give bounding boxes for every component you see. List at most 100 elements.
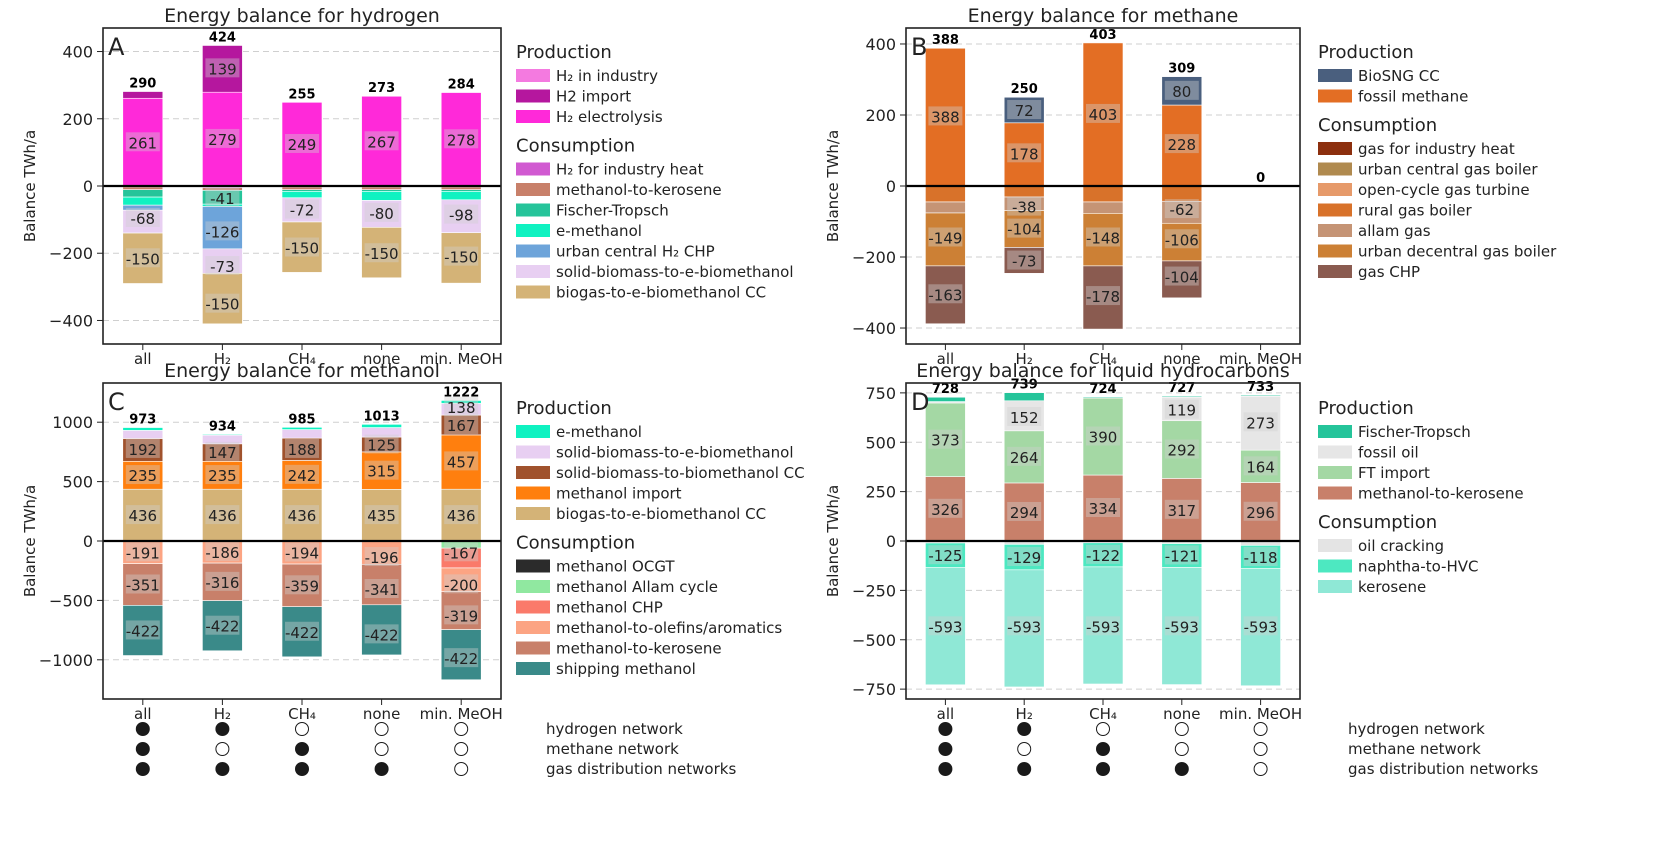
x-tick-label: none [1163, 705, 1200, 723]
legend-heading-production: Production [1318, 398, 1414, 419]
y-tick-label: 500 [865, 433, 896, 452]
legend-swatch [1318, 425, 1352, 438]
legend-swatch [516, 507, 550, 520]
legend-item: solid-biomass-to-biomethanol CC [556, 464, 805, 482]
legend-item: H₂ in industry [556, 67, 658, 85]
value-label: -359 [285, 577, 319, 595]
legend-swatch [516, 600, 550, 614]
value-label: 403 [1089, 106, 1118, 124]
value-label-box [1007, 100, 1042, 120]
bar-segment [361, 191, 402, 201]
value-label: 436 [128, 507, 157, 525]
bar-segment [281, 101, 323, 187]
legend-swatch [1318, 183, 1352, 196]
x-tick-label: CH₄ [288, 705, 316, 723]
legend-item: allam gas [1358, 222, 1431, 240]
value-label: 436 [208, 507, 237, 525]
value-label-box [125, 505, 160, 525]
value-label: 72 [1015, 102, 1034, 120]
value-label: 388 [931, 108, 960, 126]
bar-segment [1161, 420, 1203, 479]
bar-segment [1161, 478, 1203, 542]
value-label: 125 [367, 437, 396, 455]
legend-swatch [516, 559, 550, 573]
value-label-box [125, 574, 160, 594]
value-label-box [1243, 616, 1278, 636]
legend-item: solid-biomass-to-e-biomethanol [556, 444, 794, 462]
legend-swatch [516, 244, 550, 258]
legend-swatch [516, 425, 550, 438]
legend: Production e-methanol solid-biomass-to-e-b… [516, 398, 805, 678]
empty-dot [454, 762, 469, 776]
chart-title: Energy balance for methanol [164, 360, 440, 382]
scenario-row-label: hydrogen network [546, 720, 683, 738]
empty-dot [215, 742, 230, 756]
legend-item: Fischer-Tropsch [556, 202, 669, 220]
legend-item: rural gas boiler [1358, 202, 1473, 220]
legend-swatch [516, 285, 550, 299]
bar-segment [202, 488, 243, 542]
value-label-box [928, 227, 963, 247]
filled-dot [215, 722, 230, 736]
x-tick-label: CH₄ [288, 350, 316, 368]
value-label-box [444, 129, 479, 149]
value-label: -422 [285, 624, 319, 642]
value-label-box [444, 542, 479, 562]
legend-heading-production: Production [1318, 42, 1414, 63]
value-label-box [1086, 544, 1120, 564]
value-label-box [364, 131, 399, 151]
value-label-box [1007, 143, 1042, 163]
value-label-box [125, 132, 160, 152]
bar-segment [1161, 76, 1203, 106]
value-label-box [1164, 229, 1199, 249]
value-label-box [1086, 103, 1120, 123]
bar-segment [281, 197, 323, 223]
bar-segment [361, 186, 402, 190]
value-label-box [444, 605, 479, 625]
bar-segment [1003, 185, 1045, 198]
value-label: -593 [1086, 618, 1120, 636]
bar-segment [122, 196, 164, 206]
y-axis-label: Balance TWh/a [824, 485, 842, 597]
x-tick-label: all [937, 705, 955, 723]
legend-item: H₂ for industry heat [556, 161, 704, 179]
legend-swatch [1318, 559, 1352, 573]
value-label-box [205, 128, 240, 148]
legend-swatch [1318, 203, 1352, 217]
bar-segment [440, 434, 482, 490]
bar-segment [202, 91, 243, 187]
value-label: -68 [131, 210, 156, 228]
legend-swatch [516, 203, 550, 217]
y-tick-label: −250 [852, 581, 896, 600]
empty-dot [1253, 742, 1268, 756]
value-label-box [1164, 80, 1199, 100]
value-label-box [1086, 286, 1120, 306]
bar-segment [1082, 265, 1124, 330]
bar-segment [1003, 122, 1045, 187]
filled-dot [1017, 722, 1032, 736]
legend-swatch [516, 110, 550, 123]
value-label-box [1086, 426, 1120, 446]
total-label: 284 [448, 78, 475, 93]
value-label: -150 [444, 249, 478, 267]
total-label: 1222 [443, 385, 479, 400]
filled-dot [295, 742, 309, 756]
y-tick-label: 1000 [52, 413, 93, 432]
filled-dot [1174, 762, 1189, 776]
legend: Production H₂ in industry H2 import H₂ elec… [516, 42, 794, 302]
value-label: -422 [205, 618, 239, 636]
bar-segment [1240, 395, 1281, 451]
bar-segment [1082, 566, 1124, 685]
value-label: -150 [126, 250, 160, 268]
empty-dot [1174, 722, 1189, 736]
legend-swatch [516, 486, 550, 500]
value-label-box [364, 460, 399, 480]
value-label: -167 [444, 544, 478, 562]
x-tick-label: H₂ [1016, 350, 1033, 368]
value-label-box [1086, 498, 1120, 518]
x-tick-label: min. MeOH [420, 705, 503, 723]
legend: Production BioSNG CC fossil methane Consump… [1318, 42, 1557, 281]
bar-segment [1161, 567, 1203, 685]
legend-item: fossil oil [1358, 444, 1419, 462]
bar-segment [1161, 104, 1203, 187]
